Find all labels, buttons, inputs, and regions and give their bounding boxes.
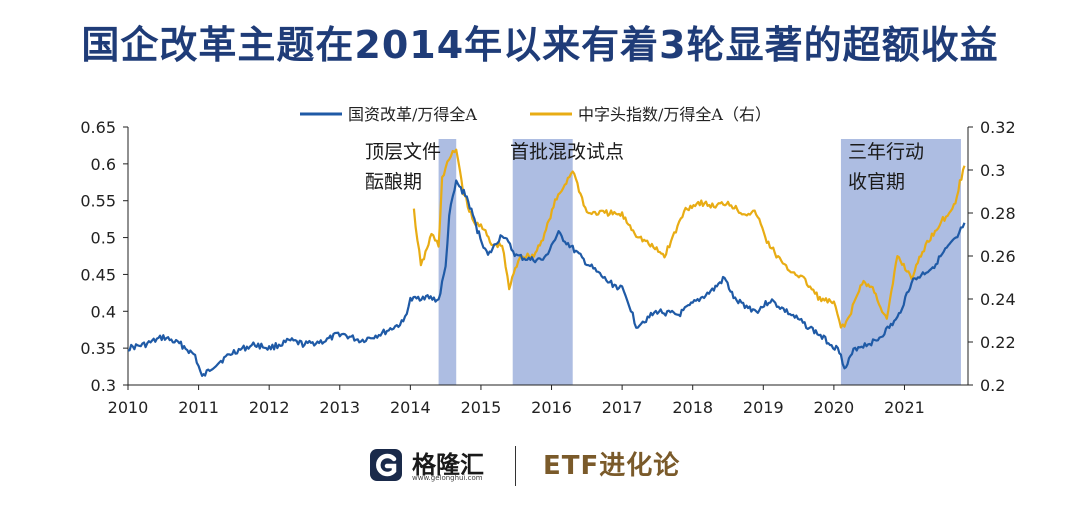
period-label: 酝酿期 [365,171,422,193]
series-line-0 [127,179,966,377]
page-title: 国企改革主题在2014年以来有着3轮显著的超额收益 [81,23,999,67]
y-right-tick-label: 0.2 [980,376,1005,395]
x-tick-label: 2016 [531,398,572,417]
y-left-tick-label: 0.65 [80,118,116,137]
brand-url: www.gelonghui.com [412,474,483,482]
gelonghui-logo-icon [370,449,402,481]
x-tick-label: 2014 [390,398,431,417]
chart-legend: 国资改革/万得全A 中字头指数/万得全A（右） [300,105,771,124]
y-right-tick-label: 0.24 [980,290,1016,309]
chart-axes: 0.3 0.35 0.4 0.45 0.5 0.55 0.6 0.65 0.2 0.22 0.24 0… [80,118,1015,417]
y-left-tick-label: 0.6 [91,155,116,174]
y-left-tick-label: 0.4 [91,302,116,321]
shaded-period-1 [512,139,573,385]
y-right-tick-label: 0.32 [980,118,1016,137]
y-left-tick-label: 0.3 [91,376,116,395]
x-tick-label: 2020 [814,398,855,417]
footer-brand: 格隆汇 [368,441,484,489]
x-tick-label: 2011 [178,398,219,417]
y-right-tick-label: 0.28 [980,204,1016,223]
shaded-period-0 [438,139,457,385]
x-tick-label: 2012 [249,398,290,417]
footer-channel-name: ETF进化论 [543,451,681,481]
line-chart: 0.3 0.35 0.4 0.45 0.5 0.55 0.6 0.65 0.2 0.22 0.24 0… [80,105,1015,417]
brand-name: 格隆汇 [412,451,484,479]
period-label: 三年行动 [848,141,924,163]
footer-divider [515,446,516,486]
x-tick-label: 2010 [108,398,149,417]
x-tick-label: 2015 [461,398,502,417]
period-label: 顶层文件 [365,141,441,163]
x-tick-label: 2013 [319,398,360,417]
period-label: 收官期 [848,171,905,193]
y-right-tick-label: 0.3 [980,161,1005,180]
y-left-tick-label: 0.55 [80,192,116,211]
series-line-1 [412,148,966,329]
x-tick-label: 2021 [884,398,925,417]
period-label: 首批混改试点 [510,141,624,163]
y-right-tick-label: 0.26 [980,247,1016,266]
x-tick-label: 2019 [743,398,784,417]
legend-label-1: 中字头指数/万得全A（右） [578,105,771,124]
x-tick-label: 2018 [672,398,713,417]
y-left-tick-label: 0.5 [91,229,116,248]
y-left-tick-label: 0.35 [80,339,116,358]
x-tick-label: 2017 [602,398,643,417]
legend-label-0: 国资改革/万得全A [348,105,477,124]
y-left-tick-label: 0.45 [80,265,116,284]
y-right-tick-label: 0.22 [980,333,1016,352]
series-layer [127,148,966,377]
